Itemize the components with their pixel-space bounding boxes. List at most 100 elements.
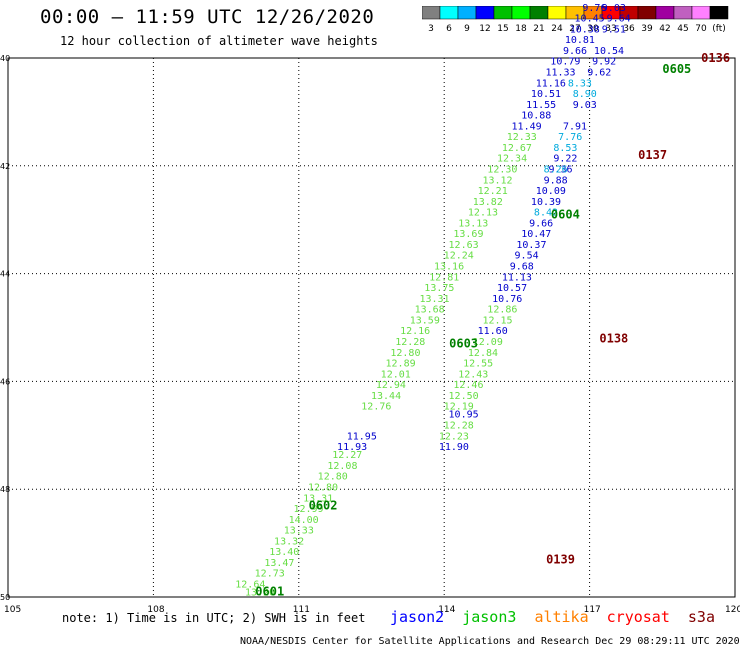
- wave-height-value: 12.28: [395, 337, 425, 348]
- colorbar-swatch: [709, 6, 729, 20]
- wave-height-value: 13.68: [415, 305, 445, 316]
- wave-height-value: 13.69: [453, 229, 483, 240]
- pass-label: 0603: [449, 337, 478, 351]
- legend-s3a: s3a: [687, 608, 715, 626]
- colorbar-label: 15: [497, 24, 508, 34]
- lon-tick-label: 108: [147, 605, 164, 615]
- wave-height-value: 10.81: [565, 35, 595, 46]
- wave-height-value: 12.43: [458, 369, 488, 380]
- wave-height-value: 13.20: [245, 588, 275, 599]
- wave-height-value: 13.33: [284, 526, 314, 537]
- wave-height-value: 10.88: [521, 111, 551, 122]
- wave-height-value: 10.19: [584, 0, 614, 3]
- pass-label: 0602: [309, 498, 338, 512]
- wave-height-value: 12.01: [381, 369, 411, 380]
- wave-height-value: 13.59: [410, 315, 440, 326]
- colorbar-label: 42: [659, 24, 670, 34]
- wave-height-value: 7.91: [563, 121, 587, 132]
- wave-height-value: 10.54: [594, 46, 624, 57]
- wave-height-value: 13.47: [264, 558, 294, 569]
- satellite-legend: jason2 jason3 altika cryosat s3a: [390, 608, 724, 626]
- wave-height-value: 12.80: [308, 483, 338, 494]
- pass-label: 0138: [599, 331, 628, 345]
- wave-height-value: 9.66: [529, 218, 553, 229]
- wave-height-value: 9.36: [548, 164, 572, 175]
- wave-height-value: 12.63: [449, 240, 479, 251]
- wave-height-value: 9.68: [510, 262, 534, 273]
- wave-height-value: 12.34: [497, 154, 527, 165]
- wave-height-value: 12.99: [293, 504, 323, 515]
- footer-note: note: 1) Time is in UTC; 2) SWH is in fe…: [62, 611, 366, 625]
- wave-height-value: 12.73: [255, 569, 285, 580]
- lat-tick-label: 42: [0, 162, 10, 171]
- pass-label: 0139: [546, 552, 575, 566]
- wave-height-value: 9.03: [573, 100, 597, 111]
- wave-height-value: 10.38: [570, 24, 600, 35]
- wave-height-value: 11.55: [526, 100, 556, 111]
- lat-tick-label: 48: [0, 485, 10, 494]
- footer-credit: NOAA/NESDIS Center for Satellite Applica…: [240, 636, 740, 647]
- wave-height-value: 11.16: [536, 78, 566, 89]
- wave-height-value: 12.55: [463, 359, 493, 370]
- wave-height-value: 10.45: [575, 14, 605, 25]
- wave-height-value: 10.51: [531, 89, 561, 100]
- wave-height-value: 12.16: [400, 326, 430, 337]
- wave-height-value: 12.13: [468, 208, 498, 219]
- lon-tick-label: 120: [725, 605, 740, 615]
- wave-height-value: 12.15: [482, 315, 512, 326]
- pass-label: 0136: [701, 51, 730, 65]
- wave-height-value: 9.22: [553, 154, 577, 165]
- wave-height-value: 13.13: [458, 218, 488, 229]
- wave-height-value: 10.37: [516, 240, 546, 251]
- wave-height-value: 8.53: [553, 143, 577, 154]
- wave-height-value: 13.82: [473, 197, 503, 208]
- wave-height-value: 12.89: [386, 359, 416, 370]
- legend-jason3: jason3: [462, 608, 517, 626]
- wave-height-value: 9.66: [563, 46, 587, 57]
- lon-tick-label: 105: [4, 605, 21, 615]
- wave-height-value: 8.33: [568, 78, 592, 89]
- wave-height-value: 12.80: [390, 348, 420, 359]
- pass-label: 0137: [638, 148, 667, 162]
- colorbar-label: 24: [551, 24, 563, 34]
- wave-height-value: 12.80: [318, 472, 348, 483]
- wave-height-value: 8.26: [544, 164, 568, 175]
- wave-height-value: 12.81: [429, 272, 459, 283]
- legend-cryosat: cryosat: [606, 608, 670, 626]
- colorbar-label: 9: [464, 24, 470, 34]
- map-frame: [7, 57, 736, 598]
- wave-height-value: 13.44: [371, 391, 401, 402]
- colorbar-label: 3: [428, 24, 434, 34]
- colorbar-label: 6: [446, 24, 452, 34]
- pass-label: 0604: [551, 207, 580, 221]
- pass-label: 0601: [255, 585, 284, 599]
- wave-height-value: 12.84: [468, 348, 498, 359]
- wave-height-value: 9.54: [515, 251, 539, 262]
- wave-height-value: 13.75: [424, 283, 454, 294]
- wave-height-value: 10.76: [492, 294, 522, 305]
- colorbar-label: 45: [677, 24, 688, 34]
- wave-height-value: 12.50: [449, 391, 479, 402]
- wave-height-value: 10.95: [449, 410, 479, 421]
- wave-height-value: 9.62: [587, 67, 611, 78]
- colorbar-label: 39: [641, 24, 653, 34]
- colorbar-label: 18: [515, 24, 527, 34]
- pass-label: 0605: [662, 62, 691, 76]
- lon-tick-label: 117: [584, 605, 601, 615]
- wave-height-value: 10.47: [521, 229, 551, 240]
- wave-height-value: 13.40: [269, 547, 299, 558]
- wave-height-value: 9.88: [544, 175, 568, 186]
- wave-height-value: 8.90: [573, 89, 597, 100]
- lat-tick-label: 40: [0, 54, 10, 63]
- page-subtitle: 12 hour collection of altimeter wave hei…: [60, 34, 378, 48]
- wave-height-value: 9.92: [592, 57, 616, 68]
- lon-tick-label: 114: [438, 605, 455, 615]
- lat-tick-label: 46: [0, 377, 10, 386]
- wave-height-value: 12.67: [502, 143, 532, 154]
- colorbar-label: 12: [479, 24, 490, 34]
- wave-height-value: 9.76: [582, 3, 606, 14]
- wave-height-value: 12.33: [507, 132, 537, 143]
- colorbar-label: (ft): [712, 24, 726, 34]
- wave-height-value: 12.23: [439, 431, 469, 442]
